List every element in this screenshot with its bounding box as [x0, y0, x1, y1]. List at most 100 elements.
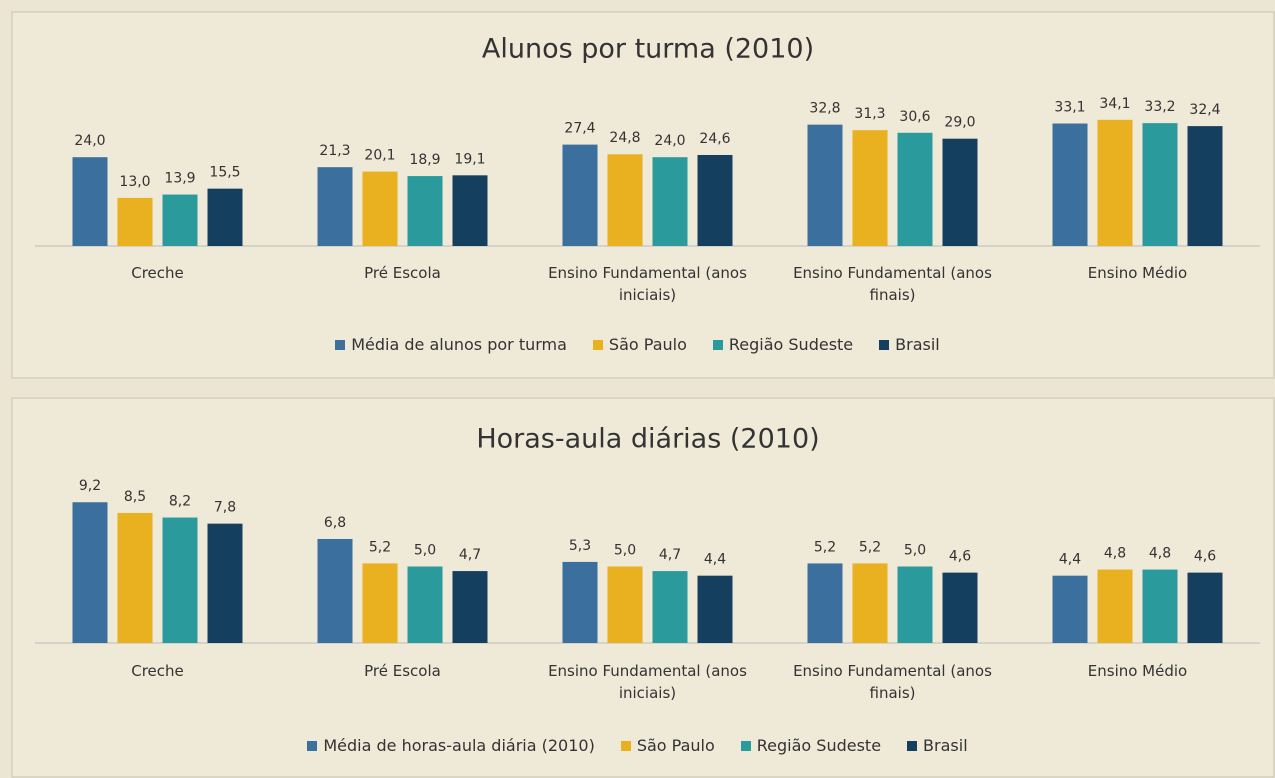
bar [607, 154, 643, 246]
bar [317, 167, 353, 246]
bar [452, 175, 488, 246]
bar [607, 566, 643, 643]
bar [407, 566, 443, 643]
legend-label: São Paulo [608, 335, 687, 354]
data-label: 5,0 [414, 543, 436, 559]
bar [207, 188, 243, 246]
bar [1187, 572, 1223, 643]
data-label: 30,6 [899, 109, 930, 125]
legend-swatch [907, 740, 918, 751]
legend-label: Brasil [923, 736, 968, 755]
data-label: 4,6 [1194, 549, 1216, 565]
x-tick-label: Ensino Médio [1087, 662, 1188, 680]
bar [1097, 119, 1133, 246]
legend-swatch [592, 339, 603, 350]
data-label: 13,0 [119, 174, 150, 190]
data-label: 33,1 [1054, 100, 1085, 116]
data-label: 31,3 [854, 106, 885, 122]
bar [72, 502, 108, 643]
x-tick-label: Ensino Médio [1087, 264, 1188, 282]
x-tick-label: Ensino Fundamental (anos iniciais) [548, 264, 747, 304]
bar [807, 563, 843, 643]
bar [652, 157, 688, 246]
bar [652, 571, 688, 643]
legend-swatch [712, 339, 723, 350]
x-tick-label: Ensino Fundamental (anos finais) [793, 662, 992, 702]
legend-item: São Paulo [592, 335, 687, 354]
x-tick-label: Ensino Fundamental (anos iniciais) [548, 662, 747, 702]
bar [1052, 575, 1088, 643]
data-label: 4,4 [704, 552, 726, 568]
x-tick-label: Pré Escola [364, 264, 441, 282]
data-label: 24,0 [74, 133, 105, 149]
data-label: 9,2 [79, 478, 101, 494]
data-label: 34,1 [1099, 96, 1130, 112]
data-label: 5,0 [614, 543, 636, 559]
legend-label: Região Sudeste [728, 335, 854, 354]
data-label: 32,8 [809, 101, 840, 117]
bar [362, 171, 398, 246]
data-label: 29,0 [944, 115, 975, 131]
legend-item: São Paulo [620, 736, 715, 755]
data-label: 6,8 [324, 515, 346, 531]
data-label: 19,1 [454, 151, 485, 167]
data-label: 33,2 [1144, 99, 1175, 115]
data-label: 20,1 [364, 148, 395, 164]
legend-item: Média de alunos por turma [335, 335, 567, 354]
bar [117, 197, 153, 246]
data-label: 24,0 [654, 133, 685, 149]
bar [697, 575, 733, 643]
chart-title: Alunos por turma (2010) [482, 34, 814, 65]
bar [317, 538, 353, 643]
data-label: 32,4 [1189, 102, 1220, 118]
legend-item: Região Sudeste [740, 736, 882, 755]
bar [72, 157, 108, 246]
legend-item: Média de horas-aula diária (2010) [307, 736, 595, 755]
data-label: 5,0 [904, 543, 926, 559]
bar [162, 194, 198, 246]
bar [697, 154, 733, 246]
legend-swatch [307, 740, 318, 751]
bar [1142, 569, 1178, 643]
bar [852, 563, 888, 643]
legend-item: Brasil [907, 736, 968, 755]
bar [942, 138, 978, 246]
data-label: 18,9 [409, 152, 440, 168]
data-label: 24,6 [699, 131, 730, 147]
data-label: 4,8 [1104, 546, 1126, 562]
data-label: 21,3 [319, 143, 350, 159]
data-label: 8,5 [124, 489, 146, 505]
legend: Média de alunos por turma São Paulo Região… [0, 335, 1275, 354]
x-tick-label: Creche [131, 264, 184, 282]
bar [1097, 569, 1133, 643]
data-label: 27,4 [564, 121, 595, 137]
bar [362, 563, 398, 643]
legend-label: Região Sudeste [756, 736, 882, 755]
legend-swatch [335, 339, 346, 350]
legend-label: Média de alunos por turma [351, 335, 567, 354]
x-tick-label: Pré Escola [364, 662, 441, 680]
bar [407, 176, 443, 246]
data-label: 5,2 [814, 539, 836, 555]
bar [1052, 123, 1088, 246]
bar [897, 132, 933, 246]
data-label: 5,2 [859, 539, 881, 555]
legend: Média de horas-aula diária (2010) São Pau… [0, 736, 1275, 755]
bar [162, 517, 198, 643]
bar [897, 566, 933, 643]
data-label: 13,9 [164, 171, 195, 187]
data-label: 5,3 [569, 538, 591, 554]
data-label: 4,4 [1059, 552, 1081, 568]
x-tick-label: Ensino Fundamental (anos finais) [793, 264, 992, 304]
bar [942, 572, 978, 643]
bar [1142, 123, 1178, 246]
legend-label: Brasil [895, 335, 940, 354]
data-label: 4,7 [659, 547, 681, 563]
legend-label: Média de horas-aula diária (2010) [323, 736, 595, 755]
legend-swatch [740, 740, 751, 751]
bar [1187, 126, 1223, 246]
data-label: 4,8 [1149, 546, 1171, 562]
bar [562, 561, 598, 643]
